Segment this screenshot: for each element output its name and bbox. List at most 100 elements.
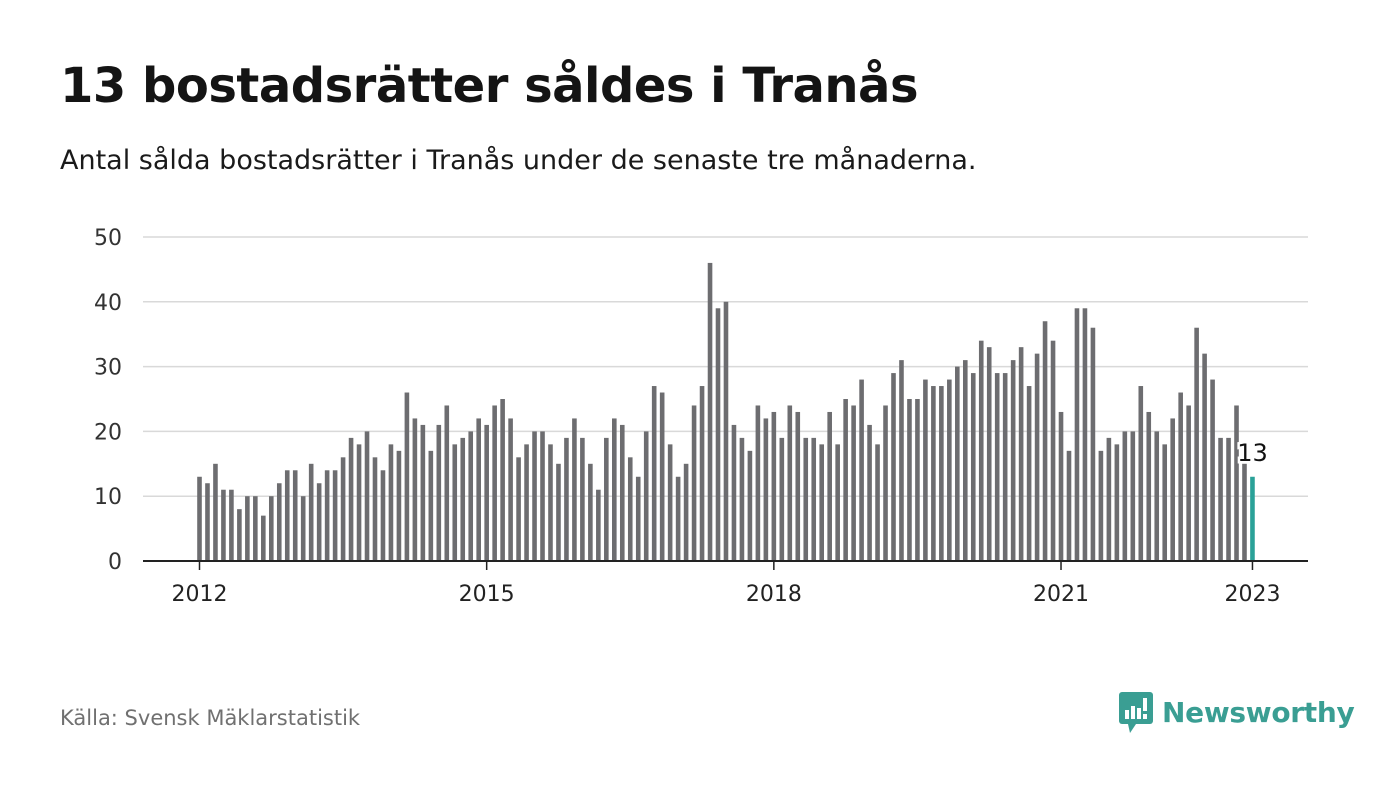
bar [1066,450,1072,561]
bar [891,373,896,561]
bar [691,405,697,561]
bar [994,373,1000,561]
bar [548,444,553,561]
bar [197,476,202,561]
y-tick-label: 50 [94,226,122,251]
bar [843,399,848,561]
bar [1170,418,1175,561]
bar [731,424,737,561]
bar [875,444,880,561]
y-tick-label: 20 [94,420,122,445]
bar [1026,386,1032,561]
bar [619,424,625,561]
bar [1242,463,1247,561]
bar [1074,308,1080,561]
bar [939,386,944,561]
bar [1178,392,1183,561]
bar [229,489,234,561]
bar [412,418,418,561]
bar [396,450,402,561]
bar [1050,340,1056,561]
bar [867,424,872,561]
source-note: Källa: Svensk Mäklarstatistik [60,706,361,730]
bar [907,399,912,561]
bar [651,386,657,561]
x-tick-label: 2015 [459,582,515,607]
bar [955,366,960,561]
bar [827,411,832,561]
bar [1018,347,1024,561]
bar [476,418,481,561]
bar [763,418,769,561]
newsworthy-logo: Newsworthy [1118,690,1355,734]
bar [420,424,426,561]
bar [276,483,282,561]
bar [675,476,681,561]
bar [253,496,258,561]
bar [787,405,793,561]
chart-title: 13 bostadsrätter såldes i Tranås [60,58,919,114]
bar [1082,308,1088,561]
bar [1122,431,1128,561]
bar [580,437,585,561]
bar [1210,379,1215,561]
bar [588,463,593,561]
bar [1106,437,1112,561]
chart-subtitle: Antal sålda bostadsrätter i Tranås under… [60,145,977,176]
bar [364,431,370,561]
bar [931,386,936,561]
bar [1226,437,1231,561]
annotation-group: 13 [1235,436,1271,469]
bar [484,424,489,561]
bar [947,379,952,561]
bar [1098,450,1104,561]
bar [1186,405,1191,561]
bar [627,457,633,561]
bar [915,399,920,561]
bar [1002,373,1008,561]
bar [723,301,729,561]
bar [643,431,649,561]
bar [851,405,856,561]
y-tick-label: 30 [94,356,122,381]
highlight-bar [1250,476,1255,561]
bar [755,405,761,561]
bar [1058,411,1064,561]
bar [986,347,992,561]
brand-name: Newsworthy [1162,695,1355,729]
bar [883,405,888,561]
bar [1234,405,1239,561]
bar [261,515,266,561]
bar [635,476,641,561]
bar [612,418,617,561]
bar [1154,431,1160,561]
bar [771,411,777,561]
bar [1034,353,1040,561]
bar [795,411,801,561]
bar [978,340,984,561]
bar [205,483,210,561]
bar [699,386,705,561]
bar [284,470,290,561]
bar [811,437,817,561]
bar [556,463,561,561]
bar [899,360,904,561]
bar [596,489,601,561]
x-tick-label: 2012 [172,582,228,607]
bar [1218,437,1223,561]
bar [516,457,521,561]
bar [564,437,569,561]
bar [923,379,928,561]
bar [962,360,968,561]
y-tick-label: 10 [94,485,122,510]
y-axis-labels: 0 10 20 30 40 50 [94,226,122,575]
y-tick-label: 40 [94,291,122,316]
bar [324,470,330,561]
bar [835,444,840,561]
bar [524,444,529,561]
bar [404,392,410,561]
bar [388,444,394,561]
bar [1162,444,1168,561]
bar [300,496,306,561]
bar [372,457,378,561]
